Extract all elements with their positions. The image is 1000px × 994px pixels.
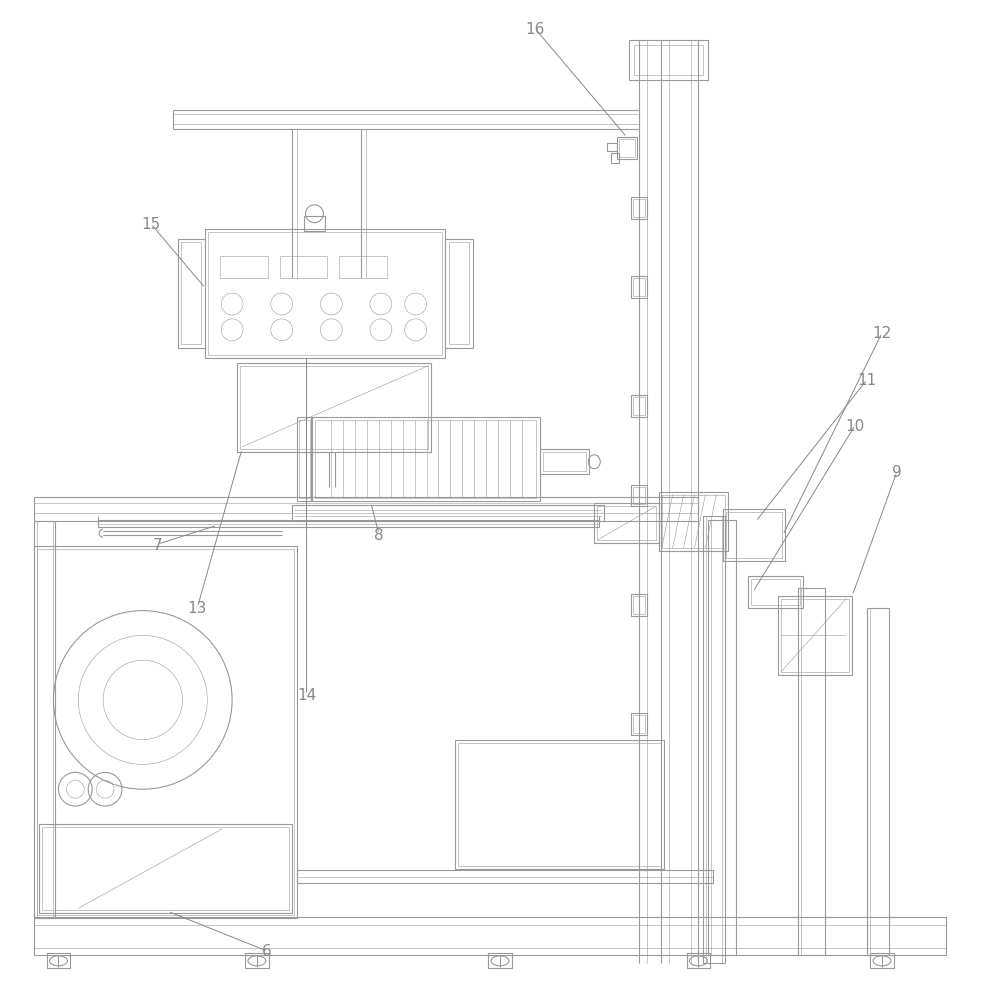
Bar	[778, 596, 852, 675]
Bar	[292, 506, 604, 522]
Bar	[611, 154, 619, 164]
Bar	[178, 240, 205, 348]
Bar	[708, 521, 736, 955]
Bar	[870, 953, 894, 968]
Bar	[748, 577, 803, 608]
Bar	[34, 547, 297, 918]
Bar	[304, 217, 325, 232]
Text: 9: 9	[892, 465, 902, 480]
Bar	[39, 824, 292, 913]
Bar	[633, 279, 645, 297]
Bar	[455, 740, 664, 869]
Bar	[867, 608, 889, 955]
Bar	[543, 452, 586, 471]
Bar	[659, 492, 728, 552]
Bar	[662, 495, 725, 549]
Bar	[445, 240, 473, 348]
Bar	[98, 521, 599, 528]
Text: 8: 8	[374, 527, 384, 542]
Bar	[631, 396, 647, 417]
Bar	[237, 363, 431, 452]
Bar	[488, 953, 512, 968]
Bar	[540, 449, 589, 474]
Bar	[633, 715, 645, 733]
Bar	[629, 41, 708, 81]
Bar	[723, 510, 785, 562]
Bar	[220, 257, 268, 279]
Bar	[297, 417, 312, 502]
Bar	[617, 138, 637, 160]
Bar	[458, 743, 661, 866]
Bar	[34, 917, 946, 955]
Bar	[37, 550, 294, 915]
Bar	[339, 257, 387, 279]
Text: 15: 15	[141, 217, 160, 232]
Bar	[607, 144, 617, 152]
Bar	[633, 398, 645, 415]
Bar	[34, 497, 698, 522]
Text: 12: 12	[872, 326, 892, 341]
Bar	[619, 140, 635, 158]
Bar	[245, 953, 269, 968]
Bar	[594, 504, 659, 544]
Bar	[311, 417, 540, 502]
Bar	[299, 420, 310, 499]
Bar	[315, 420, 536, 499]
Bar	[181, 244, 201, 344]
Bar	[631, 713, 647, 735]
Text: 16: 16	[525, 22, 544, 37]
Bar	[280, 257, 327, 279]
Bar	[633, 200, 645, 218]
Bar	[47, 953, 70, 968]
Bar	[173, 110, 639, 130]
Bar	[631, 198, 647, 220]
Bar	[633, 596, 645, 614]
Text: 11: 11	[857, 373, 877, 388]
Bar	[633, 487, 645, 505]
Bar	[751, 580, 800, 605]
Bar	[42, 827, 289, 911]
Text: 13: 13	[188, 600, 207, 615]
Text: 6: 6	[262, 943, 272, 958]
Text: 14: 14	[297, 688, 316, 703]
Bar	[205, 230, 445, 358]
Bar	[449, 244, 469, 344]
Text: 10: 10	[846, 418, 865, 433]
Bar	[240, 366, 428, 449]
Bar	[631, 594, 647, 616]
Bar	[703, 517, 725, 963]
Bar	[798, 588, 825, 955]
Bar	[781, 599, 849, 673]
Bar	[634, 46, 703, 76]
Bar	[597, 507, 656, 541]
Bar	[631, 485, 647, 507]
Bar	[34, 522, 55, 918]
Text: 7: 7	[153, 537, 162, 552]
Bar	[297, 870, 713, 884]
Bar	[208, 233, 442, 355]
Bar	[687, 953, 710, 968]
Bar	[726, 513, 782, 559]
Bar	[631, 277, 647, 299]
